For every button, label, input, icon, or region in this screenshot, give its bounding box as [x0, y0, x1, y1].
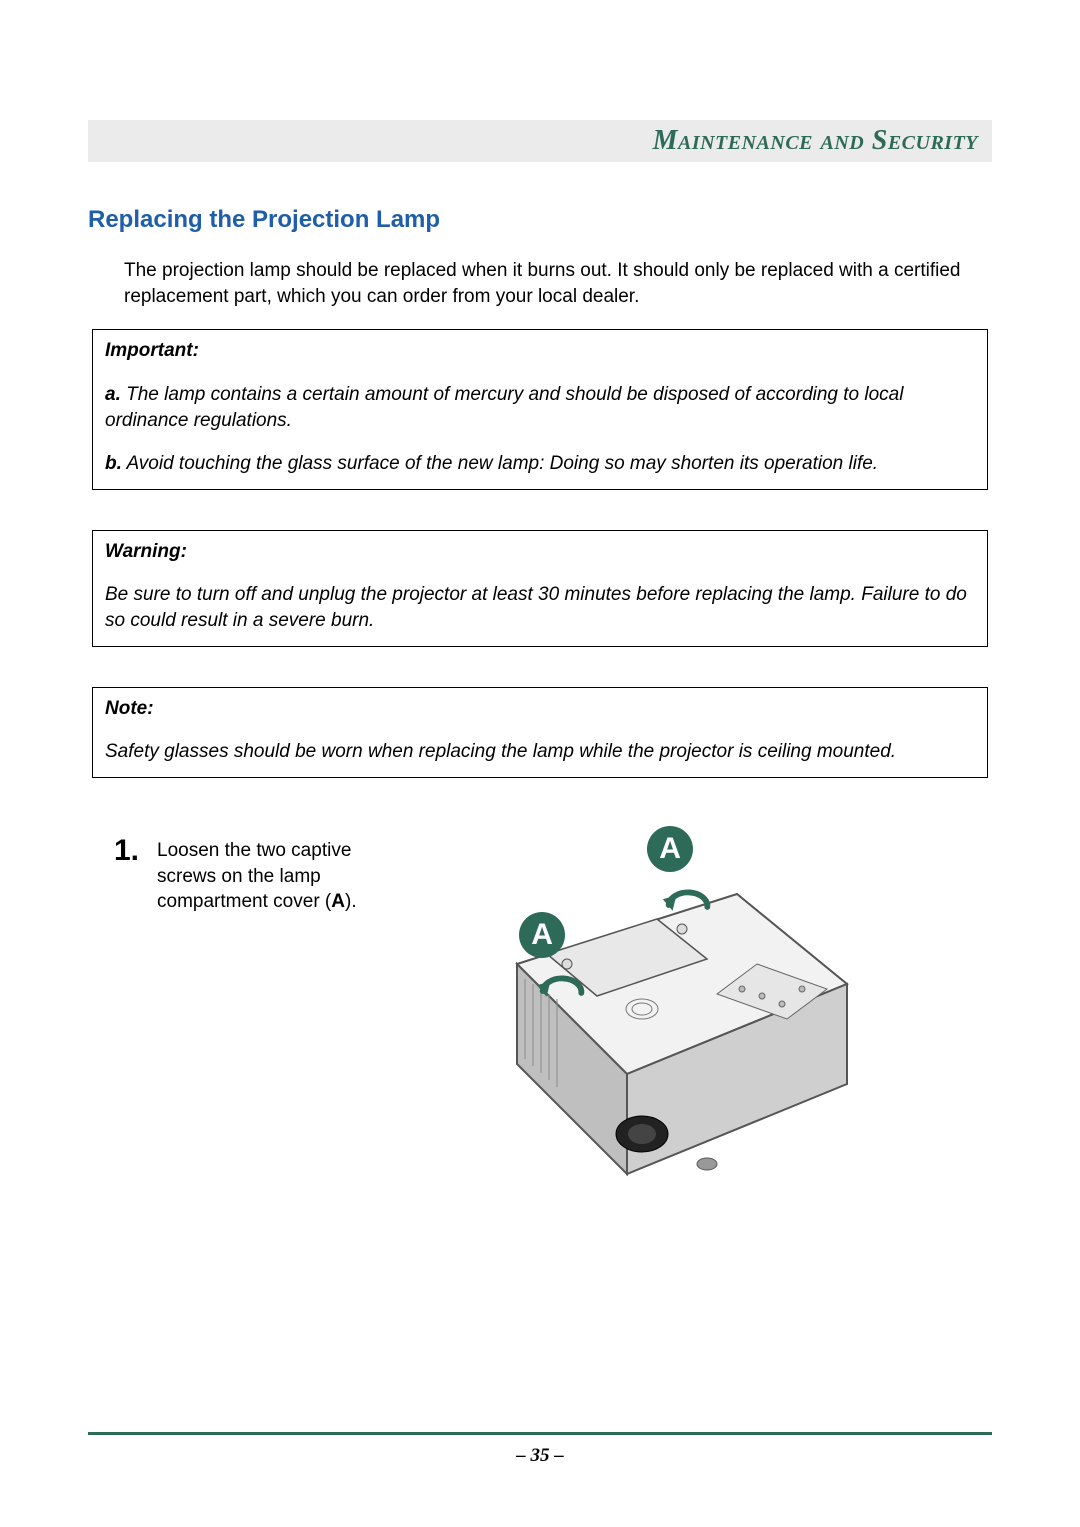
warning-text: Be sure to turn off and unplug the proje… — [105, 582, 975, 633]
step-1-text-pre: Loosen the two captive screws on the lam… — [157, 840, 351, 912]
intro-paragraph: The projection lamp should be replaced w… — [124, 258, 988, 309]
important-item-b: b. Avoid touching the glass surface of t… — [105, 451, 975, 477]
chapter-title: Maintenance and Security — [653, 125, 978, 157]
step-1-text: Loosen the two captive screws on the lam… — [157, 834, 367, 915]
warning-label: Warning: — [105, 541, 187, 562]
marker-a-top-label: A — [659, 832, 681, 866]
arrow-arc-left-icon — [533, 962, 591, 1020]
projector-illustration — [407, 834, 887, 1194]
marker-a-top: A — [647, 826, 693, 872]
marker-a-left: A — [519, 912, 565, 958]
page-number: – 35 – — [516, 1445, 564, 1466]
page: Maintenance and Security Replacing the P… — [0, 0, 1080, 1527]
footer-rule — [88, 1432, 992, 1435]
note-text: Safety glasses should be worn when repla… — [105, 739, 975, 765]
arrow-arc-top-icon — [659, 876, 717, 934]
important-b-prefix: b. — [105, 453, 122, 474]
step-1-text-post: ). — [345, 891, 357, 912]
important-b-text: Avoid touching the glass surface of the … — [122, 453, 878, 474]
note-box: Note: Safety glasses should be worn when… — [92, 687, 988, 778]
important-item-a: a. The lamp contains a certain amount of… — [105, 382, 975, 433]
step-1-letter: A — [331, 891, 345, 912]
step-1-number: 1. — [114, 834, 139, 866]
important-label: Important: — [105, 340, 199, 361]
important-box: Important: a. The lamp contains a certai… — [92, 329, 988, 490]
important-a-text: The lamp contains a certain amount of me… — [105, 384, 903, 431]
chapter-header-bar: Maintenance and Security — [88, 120, 992, 162]
step-1-row: 1. Loosen the two captive screws on the … — [114, 834, 992, 1194]
important-a-prefix: a. — [105, 384, 121, 405]
warning-box: Warning: Be sure to turn off and unplug … — [92, 530, 988, 647]
page-footer: – 35 – — [88, 1432, 992, 1467]
step-1-figure: A A — [407, 834, 887, 1194]
note-label: Note: — [105, 698, 154, 719]
section-title: Replacing the Projection Lamp — [88, 206, 992, 234]
marker-a-left-label: A — [531, 918, 553, 952]
